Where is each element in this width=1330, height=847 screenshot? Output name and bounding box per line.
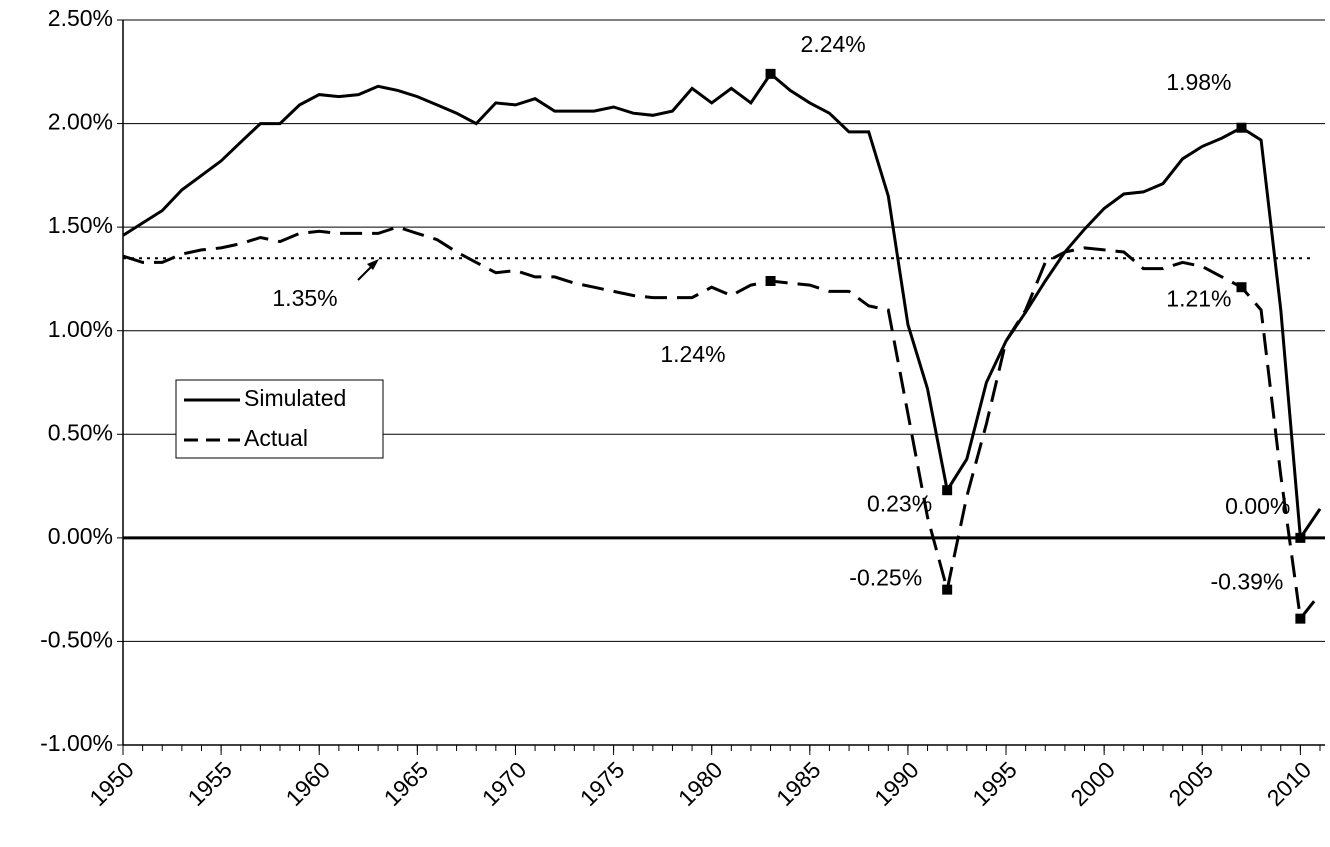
data-label: -0.39% [1211,569,1284,595]
x-tick-label: 2010 [1262,756,1317,811]
point-marker [765,68,776,79]
x-tick-label: 1975 [575,756,630,811]
point-marker [1295,532,1306,543]
legend-label: Simulated [244,385,346,411]
reference-arrowhead [367,259,379,270]
point-marker [1236,282,1247,293]
x-tick-label: 1950 [84,756,139,811]
legend-box [175,379,384,459]
x-tick-label: 1955 [182,756,237,811]
point-marker [765,276,776,286]
data-label: 2.24% [801,31,866,57]
x-tick-label: 1960 [280,756,335,811]
y-tick-label: -0.50% [40,627,113,653]
data-label: -0.25% [849,565,922,591]
x-tick-label: 1965 [379,756,434,811]
point-marker [942,584,953,595]
x-tick-label: 1970 [477,756,532,811]
series-line [122,225,1322,623]
x-tick-label: 2000 [1065,756,1120,811]
y-tick-label: 2.50% [48,5,113,31]
point-marker [942,485,953,496]
data-label: 1.24% [660,341,725,367]
y-tick-label: -1.00% [40,730,113,756]
x-tick-label: 1990 [869,756,924,811]
point-marker [1295,613,1306,624]
legend-label: Actual [244,425,308,451]
data-label: 0.00% [1225,493,1290,519]
y-tick-label: 0.00% [48,523,113,549]
legend: Simulated Actual [175,379,384,459]
x-tick-label: 1980 [673,756,728,811]
data-label: 0.23% [867,490,932,516]
data-label: 1.98% [1166,69,1231,95]
series-line [122,71,1322,543]
reference-label: 1.35% [272,285,337,311]
y-tick-label: 1.50% [48,212,113,238]
x-tick-label: 1985 [771,756,826,811]
data-label: 1.21% [1166,285,1231,311]
point-marker [1236,122,1247,133]
y-tick-label: 2.00% [48,109,113,135]
x-tick-label: 2005 [1164,756,1219,811]
y-tick-label: 1.00% [48,316,113,342]
x-tick-label: 1995 [967,756,1022,811]
y-tick-label: 0.50% [48,419,113,445]
